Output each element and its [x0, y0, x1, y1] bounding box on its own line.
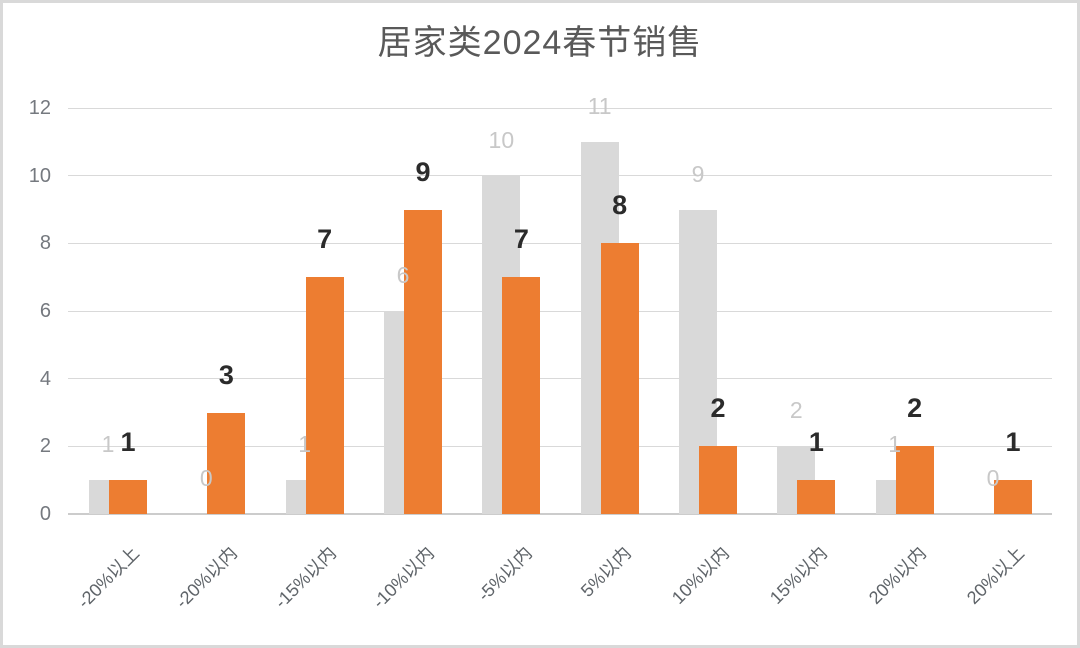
orange-bar-label-20%以内: 2: [907, 393, 923, 424]
y-tick-label-12: 12: [28, 97, 51, 119]
gridline-8: [68, 242, 1052, 244]
y-tick-label-10: 10: [28, 164, 51, 187]
y-tick-label-4: 4: [39, 367, 51, 390]
orange-bar--5%以内: [502, 277, 541, 514]
orange-bar-5%以内: [600, 243, 639, 514]
gridline-4: [68, 378, 1052, 380]
orange-bar-label--20%以内: 3: [218, 359, 234, 390]
orange-bar-label--10%以内: 9: [415, 156, 431, 187]
orange-bar-label-15%以内: 1: [808, 427, 824, 458]
orange-bar-label-5%以内: 8: [612, 190, 628, 221]
chart-title: 居家类2024春节销售: [377, 24, 703, 62]
orange-bar-10%以内: [698, 446, 737, 514]
gray-bar-label--15%以内: 1: [298, 431, 312, 458]
gray-bar-label-15%以内: 2: [789, 397, 803, 424]
plot-area: 0 2 4 6 8 10 12 1 1 -20%以上 0 3 -20%以内 1 7 -15%以内 6 9 -10%以…: [3, 3, 1077, 645]
orange-bar-20%以上: [993, 480, 1032, 514]
y-tick-label-6: 6: [39, 300, 51, 322]
gray-bar-label-5%以内: 11: [587, 92, 612, 119]
y-tick-label-2: 2: [39, 435, 51, 458]
gray-bar-label-10%以内: 9: [691, 160, 705, 187]
gray-bar-label--20%以上: 1: [101, 431, 115, 458]
orange-bar-15%以内: [797, 480, 836, 514]
orange-bar-label--5%以内: 7: [513, 224, 529, 255]
y-tick-label-8: 8: [39, 232, 51, 255]
x-axis: [68, 513, 1052, 515]
orange-bar--20%以上: [109, 480, 147, 514]
orange-bar--10%以内: [403, 209, 442, 514]
orange-bar--20%以内: [207, 412, 246, 514]
y-tick-label-0: 0: [39, 503, 51, 525]
gridline-12: [68, 107, 1052, 109]
gridline-2: [68, 445, 1052, 447]
orange-bar--15%以内: [305, 277, 344, 514]
orange-bar-label-10%以内: 2: [710, 393, 726, 424]
orange-bar-label--20%以上: 1: [120, 427, 136, 458]
gray-bar-label--20%以内: 0: [199, 465, 213, 491]
gridline-10: [68, 175, 1052, 177]
orange-bar-20%以内: [895, 446, 934, 514]
gridline-6: [68, 310, 1052, 312]
gray-bar-label--10%以内: 6: [396, 262, 410, 288]
gray-bar-label-20%以上: 0: [986, 465, 1000, 491]
orange-bar-label-20%以上: 1: [1005, 427, 1021, 458]
gray-bar-label--5%以内: 10: [488, 126, 515, 153]
gray-bar-label-20%以内: 1: [888, 431, 902, 458]
orange-bar-label--15%以内: 7: [317, 224, 333, 255]
